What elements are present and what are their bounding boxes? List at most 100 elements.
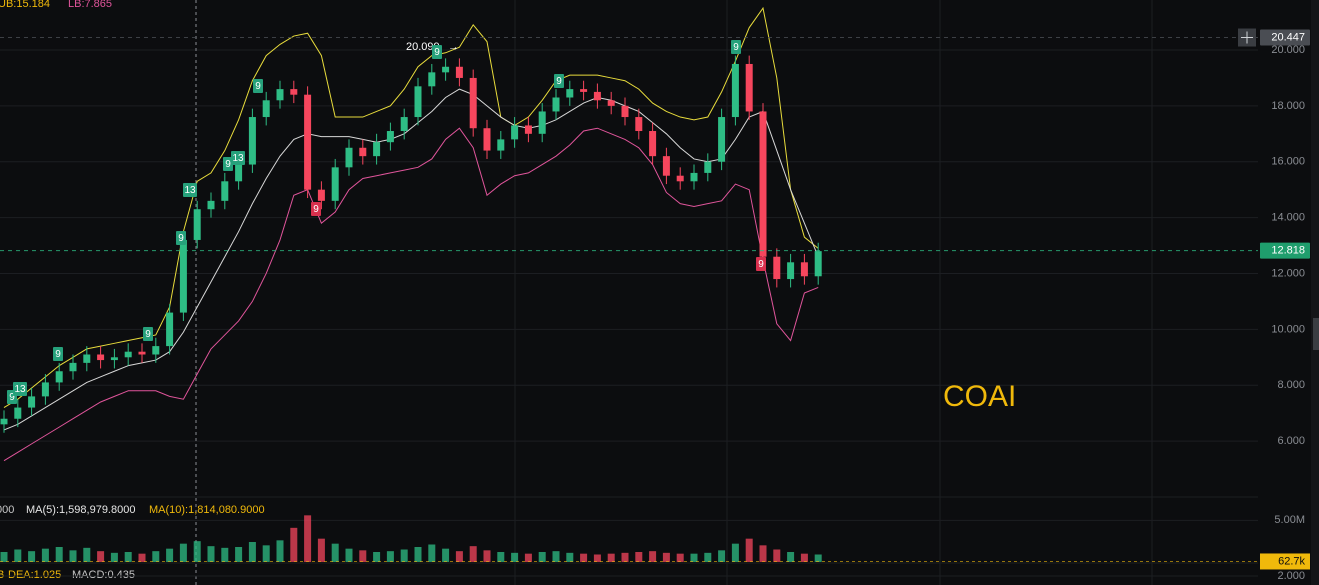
y-tick-label: 12.000 [1271,267,1305,279]
candle-body [483,128,491,151]
last-price-text: 12.818 [1271,245,1305,257]
candle-body [179,239,187,313]
candle-body [97,354,105,361]
ma5-label: MA(5):1,598,979.8000 [26,504,135,516]
td-marker: 9 [178,233,184,244]
volume-bar [455,551,463,562]
candle-body [55,371,63,383]
td-marker: 9 [145,329,151,340]
volume-bar [304,515,312,562]
volume-bar [538,552,546,562]
candle-body [386,131,394,143]
volume-bar [552,551,560,562]
y-tick-label: 18.000 [1271,100,1305,112]
volume-bar [110,552,118,562]
vol-tick-label: 5.00M [1274,514,1305,526]
candle-body [345,147,353,168]
band-line [3,88,819,431]
td-marker: 9 [758,259,764,270]
candle-body [676,175,684,182]
volume-bar [524,553,532,562]
candle-body [69,362,77,372]
volume-bar [690,553,698,562]
y-tick-label: 10.000 [1271,323,1305,335]
candle-body [566,89,574,98]
volume-bar [179,543,187,562]
y-tick-label: 16.000 [1271,156,1305,168]
candle-body [442,66,450,73]
volume-bar [235,547,243,562]
volume-bar [331,543,339,562]
candle-body [373,142,381,157]
volume-bar [373,552,381,562]
volume-bar [483,550,491,562]
candle-body [41,382,49,397]
lb-label: LB:7.865 [68,0,112,10]
peak-label: 20.099 [406,41,440,53]
symbol-watermark: COAI [943,380,1016,413]
volume-bar [787,552,795,562]
volume-bar [676,553,684,562]
volume-bar [28,551,36,562]
candle-body [317,189,325,201]
peak-arrow: → [448,41,459,53]
candle-body [28,396,36,408]
candle-body [221,181,229,201]
volume-bar [193,541,201,562]
td-marker: 9 [225,159,231,170]
candle-body [290,89,298,95]
candle-body [773,256,781,280]
td-marker-bg [143,327,153,341]
candle-body [800,262,808,277]
candle-body [538,111,546,134]
candle-body [718,117,726,162]
candle-body [704,161,712,173]
td-marker-bg [432,45,442,59]
volume-bar [442,548,450,562]
candle-body [759,111,767,257]
td-marker-bg [13,382,27,396]
candle-body [731,63,739,118]
y-tick-label: 14.000 [1271,212,1305,224]
band-line [3,127,819,462]
volume-bar [773,549,781,562]
candle-body [635,117,643,132]
y-tick-label: 8.000 [1277,379,1305,391]
vol-cut: 000 [0,504,14,516]
crosshair-price-tag [1260,29,1310,46]
candle-body [248,117,256,165]
scroll-handle[interactable] [1313,318,1319,350]
macd-tick-label: 2.000 [1277,570,1305,582]
candle-body [0,418,8,425]
td-marker: 9 [556,76,562,87]
volume-bar [469,546,477,562]
vertical-grid [0,0,1258,585]
dea-label: DEA:1.025 [8,569,61,581]
td-marker-bg [53,347,63,361]
candle-body [524,125,532,134]
volume-bar [800,553,808,562]
volume-bar [317,538,325,562]
td-marker-bg [231,151,245,165]
volume-bar [704,552,712,562]
td-marker: 9 [313,204,319,215]
candle-body [428,72,436,87]
y-tick-label: 6.000 [1277,435,1305,447]
td-marker-bg [311,202,321,216]
td-marker: 13 [232,153,244,164]
volume-bar [41,548,49,562]
td-marker: 9 [9,392,15,403]
td-marker: 9 [733,42,739,53]
volume-bar [276,540,284,562]
macd-cut: B [0,569,4,581]
td-marker: 9 [55,349,61,360]
candle-body [469,77,477,129]
candle-body [662,156,670,176]
candle-body [580,89,588,92]
volume-bar [400,549,408,562]
candle-body [414,86,422,118]
volume-bar [290,527,298,562]
volume-bar [497,552,505,562]
volume-bar [207,546,215,562]
